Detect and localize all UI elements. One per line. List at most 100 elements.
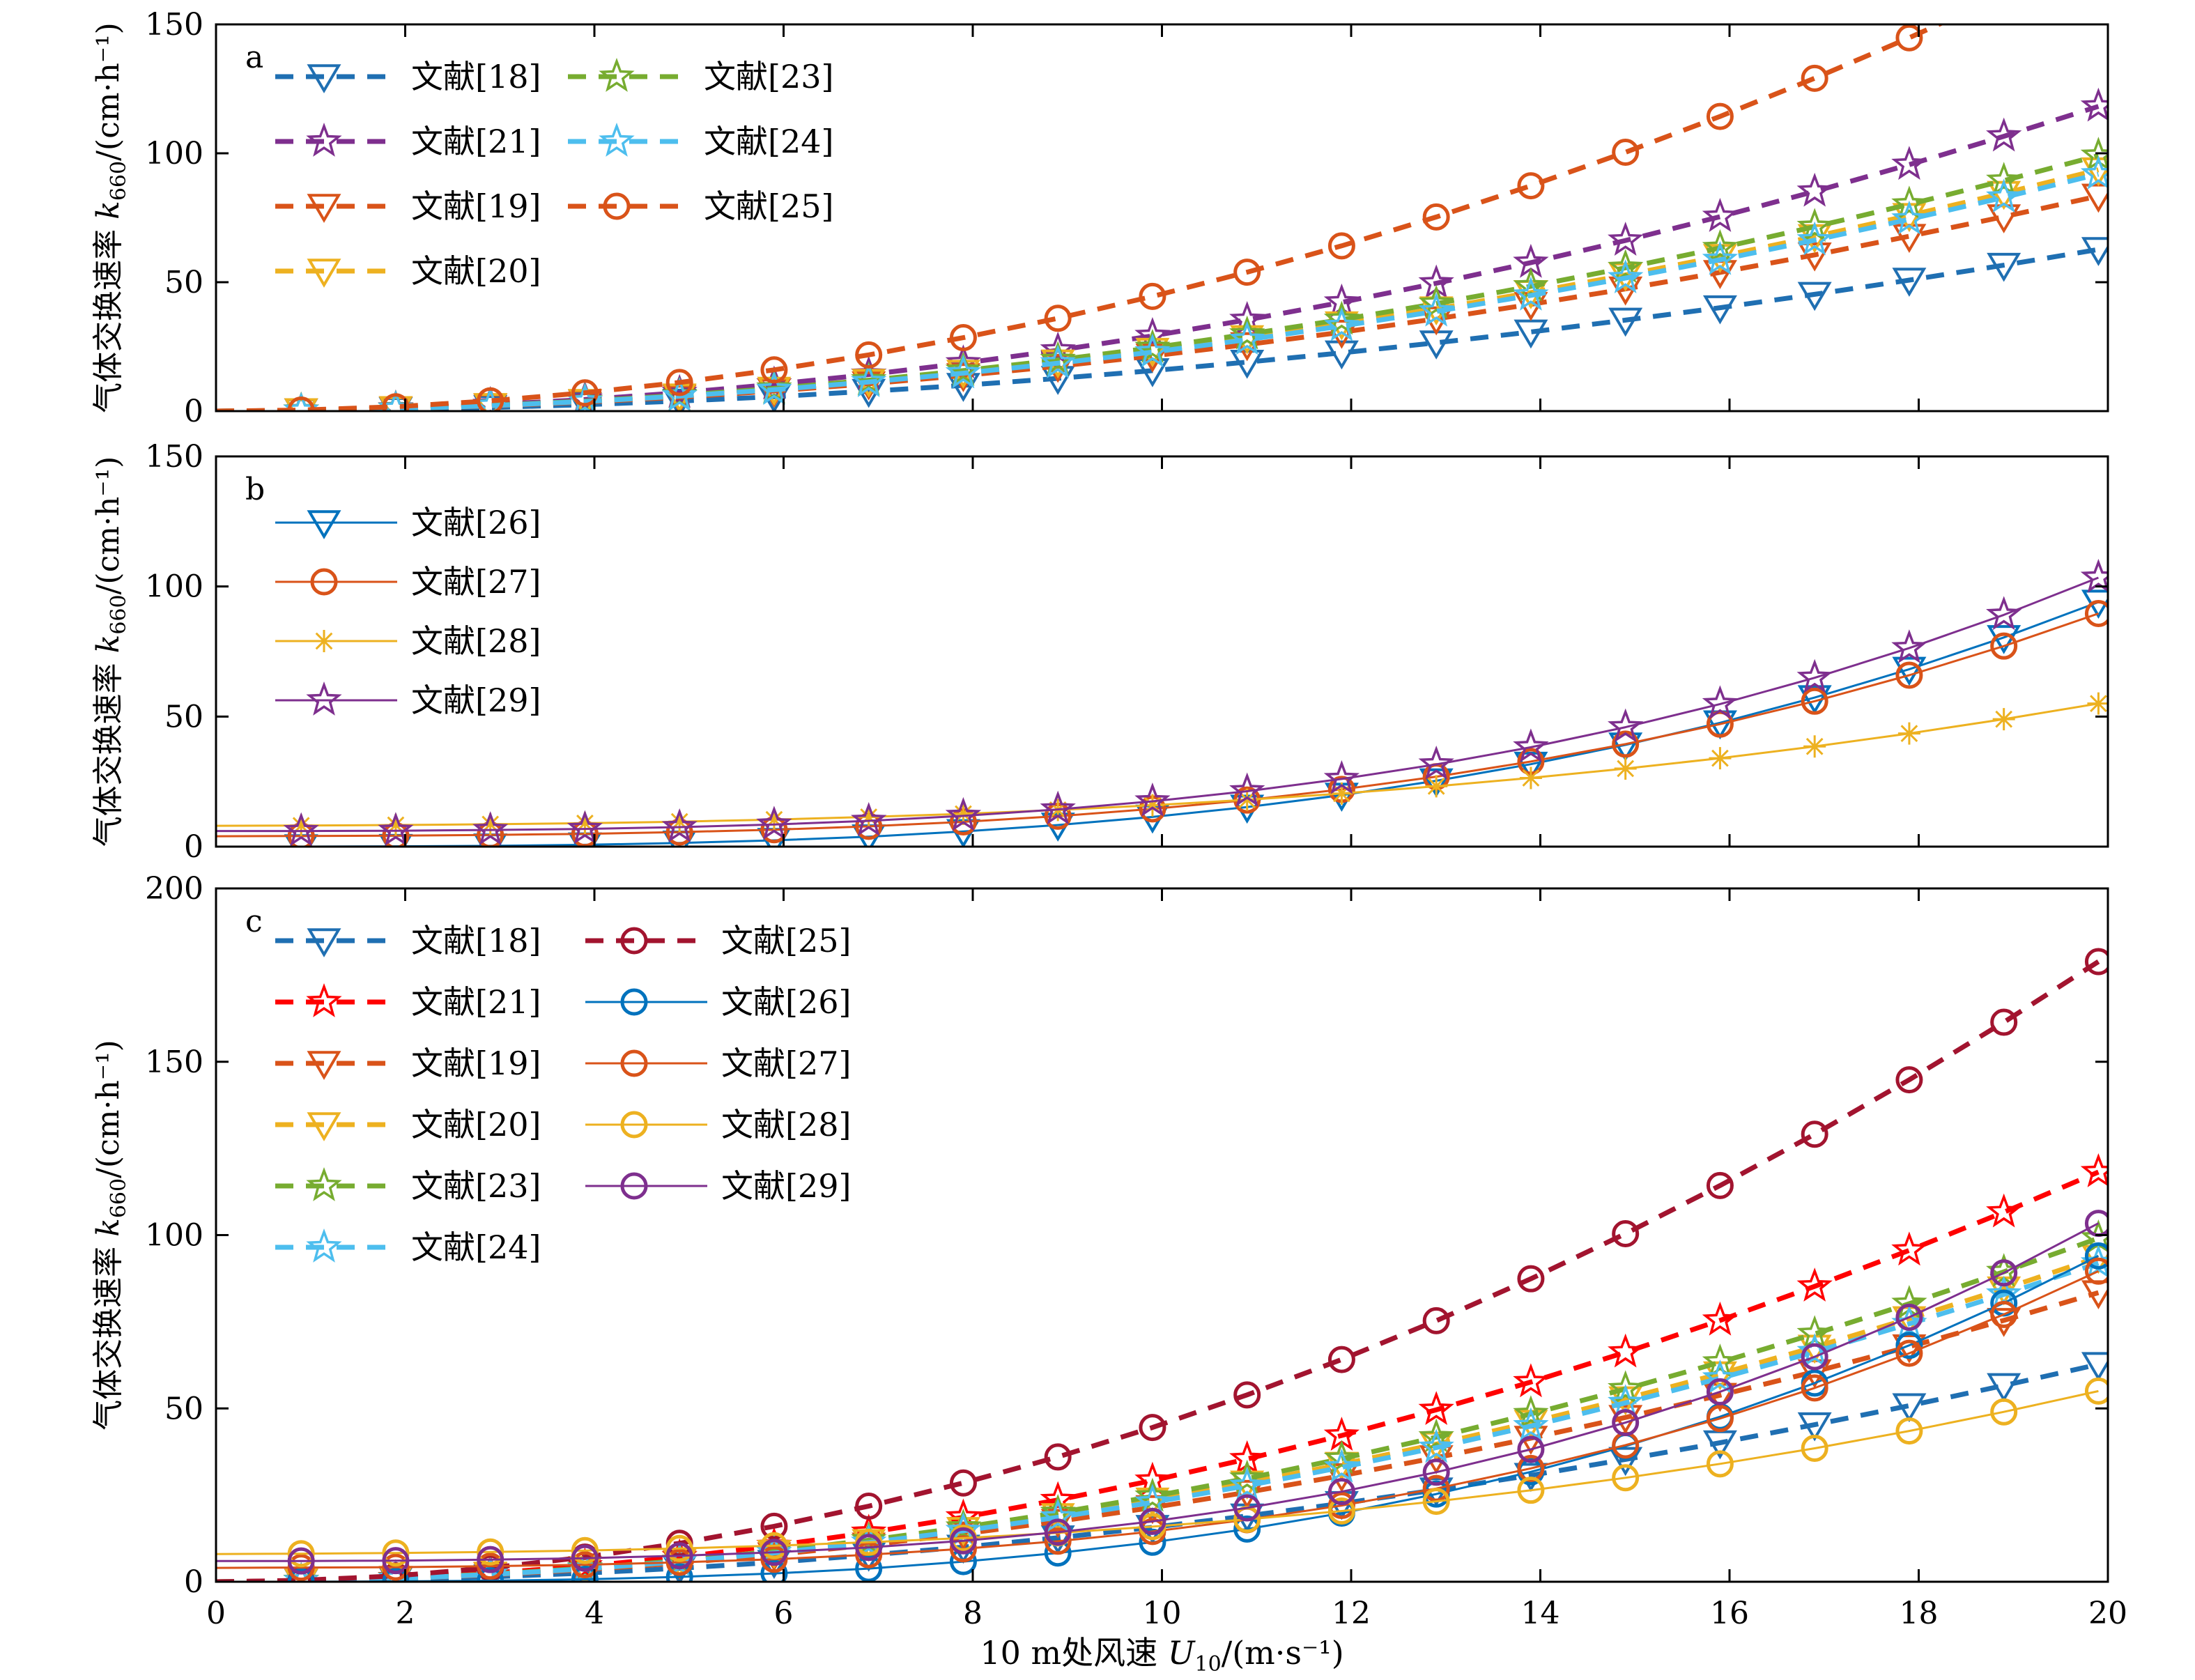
data-point <box>855 341 883 369</box>
legend-item: 文献[21] <box>275 982 541 1021</box>
legend-marker <box>307 1112 341 1141</box>
data-point <box>1323 1448 1360 1483</box>
data-point <box>1706 102 1734 130</box>
series-2 <box>216 692 2108 837</box>
data-point <box>287 1568 315 1582</box>
x-tick-label: 0 <box>206 1596 226 1631</box>
x-axis-label-sub: 10 <box>1195 1652 1222 1677</box>
x-tick-label: 18 <box>1900 1596 1939 1631</box>
data-point <box>1229 321 1265 355</box>
data-point <box>2080 1153 2108 1187</box>
data-point <box>949 1527 977 1555</box>
y-axis-label-unit: /(cm·h⁻¹) <box>91 1040 126 1178</box>
data-point <box>1986 1193 2022 1228</box>
data-point <box>1987 1373 2021 1403</box>
series-line <box>216 153 2100 411</box>
data-point <box>1895 1332 1923 1359</box>
data-point <box>1040 790 1076 825</box>
data-point <box>1891 200 1927 235</box>
data-point <box>1990 1398 2018 1426</box>
legend-marker <box>307 928 341 957</box>
data-point <box>1327 1346 1355 1373</box>
data-point <box>1418 1418 1454 1453</box>
data-point <box>1796 172 1833 207</box>
legend-item: 文献[20] <box>275 1106 541 1143</box>
data-point <box>1513 728 1549 763</box>
data-point <box>1513 1363 1549 1398</box>
data-point <box>1517 1454 1545 1482</box>
data-point <box>1801 1434 1828 1462</box>
data-point <box>1418 1428 1454 1463</box>
legend-label: 文献[21] <box>411 123 541 160</box>
data-point <box>1891 146 1927 180</box>
data-point <box>1992 0 2016 7</box>
data-point <box>1517 1477 1545 1504</box>
data-point <box>2087 692 2108 715</box>
legend-item: 文献[25] <box>585 922 851 960</box>
data-point <box>1422 1307 1450 1334</box>
data-point <box>1139 1528 1166 1556</box>
x-tick-label: 8 <box>963 1596 983 1631</box>
data-point <box>1702 1343 1739 1378</box>
legend-marker <box>620 927 648 955</box>
legend-label: 文献[26] <box>411 504 541 541</box>
legend-item: 文献[19] <box>275 1045 541 1082</box>
data-point <box>479 812 502 835</box>
data-point <box>1803 735 1826 758</box>
legend-marker <box>620 1172 648 1200</box>
data-point <box>1323 760 1360 794</box>
data-point <box>1608 259 1644 293</box>
series-line <box>216 601 2099 847</box>
y-axis-label-var: k <box>91 1218 126 1237</box>
legend-label: 文献[18] <box>411 922 541 960</box>
x-axis-label-unit: /(m·s⁻¹) <box>1222 1634 1344 1672</box>
panel-a: 0 50 100 150 a 气体交换速率 k660/(cm·h⁻¹) 文献[18] 文献[2… <box>91 0 2109 429</box>
data-point <box>1801 1343 1828 1371</box>
y-axis-label-sub: 660 <box>107 1178 131 1218</box>
legend: 文献[18] 文献[21] 文献[19] 文献[20] 文献[23] 文献[24] 文献[2… <box>275 922 851 1266</box>
panel-label: c <box>245 904 263 939</box>
series-line <box>216 24 1945 411</box>
data-point <box>1514 319 1548 349</box>
series-line <box>216 1362 2100 1582</box>
data-point <box>1044 1443 1072 1471</box>
data-point <box>1891 1231 1927 1266</box>
legend-label: 文献[19] <box>411 187 541 225</box>
data-point <box>1324 340 1359 370</box>
legend-marker <box>307 194 341 223</box>
data-point <box>1702 240 1739 275</box>
panel-label: a <box>245 40 263 75</box>
data-point <box>378 812 414 847</box>
x-tick-label: 10 <box>1143 1596 1182 1631</box>
data-point <box>382 1539 410 1567</box>
data-point <box>1895 1066 1923 1094</box>
data-point <box>760 1546 788 1573</box>
x-axis-label: 10 m处风速 U10/(m·s⁻¹) <box>980 1634 1343 1677</box>
data-point <box>1796 1315 1833 1350</box>
legend-label: 文献[20] <box>411 1106 541 1143</box>
legend-item: 文献[20] <box>275 252 541 290</box>
legend-label: 文献[19] <box>411 1045 541 1082</box>
data-point <box>1425 775 1448 798</box>
legend-marker <box>599 57 635 92</box>
x-tick-label: 20 <box>2088 1596 2127 1631</box>
data-point <box>945 1508 982 1543</box>
series-line <box>216 193 2100 411</box>
data-point <box>1986 162 2022 196</box>
y-tick-label: 100 <box>145 569 203 605</box>
data-point <box>1796 1333 1833 1368</box>
data-point <box>2080 155 2108 190</box>
data-point <box>1612 1409 1640 1437</box>
legend-marker <box>307 259 341 288</box>
y-axis-label-sub: 660 <box>107 594 131 634</box>
series-line <box>216 1270 2100 1569</box>
legend-item: 文献[24] <box>568 122 833 160</box>
legend-item: 文献[26] <box>275 504 541 541</box>
data-point <box>2080 559 2108 593</box>
data-point <box>1987 252 2021 282</box>
series-line <box>216 167 2100 411</box>
y-tick-label: 100 <box>145 1218 203 1254</box>
y-axis-label-main: 气体交换速率 <box>91 1237 126 1431</box>
data-point <box>945 351 982 386</box>
data-point <box>567 810 603 845</box>
